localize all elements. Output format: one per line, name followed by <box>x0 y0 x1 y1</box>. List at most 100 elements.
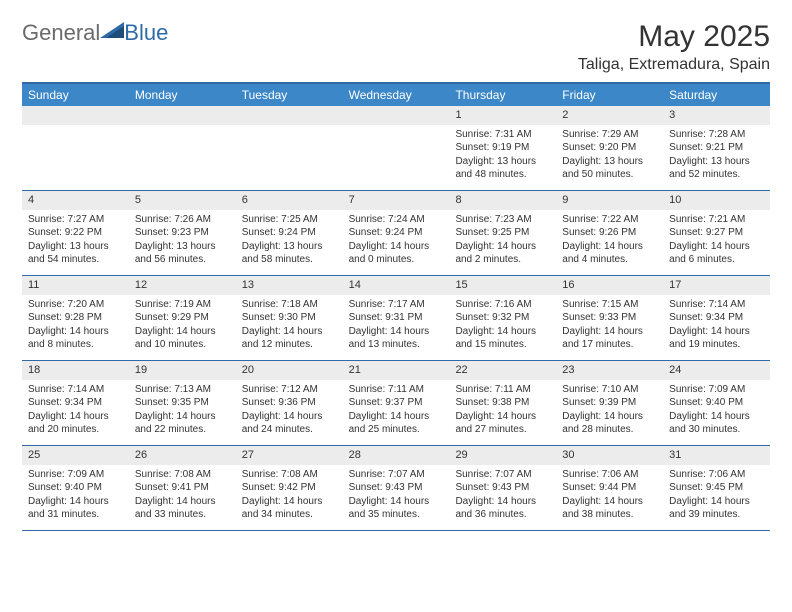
day-dl2: and 0 minutes. <box>349 253 444 267</box>
dow-friday: Friday <box>556 84 663 106</box>
day-number: 25 <box>22 446 129 465</box>
day-ss: Sunset: 9:41 PM <box>135 481 230 495</box>
day-number: 19 <box>129 361 236 380</box>
day-dl1: Daylight: 14 hours <box>669 495 764 509</box>
day-dl2: and 34 minutes. <box>242 508 337 522</box>
day-dl1: Daylight: 14 hours <box>28 495 123 509</box>
day-cell <box>236 106 343 190</box>
day-number: 9 <box>556 191 663 210</box>
day-body: Sunrise: 7:10 AMSunset: 9:39 PMDaylight:… <box>556 380 663 441</box>
day-ss: Sunset: 9:38 PM <box>455 396 550 410</box>
day-ss: Sunset: 9:22 PM <box>28 226 123 240</box>
day-dl1: Daylight: 14 hours <box>28 410 123 424</box>
day-number: 21 <box>343 361 450 380</box>
day-number: 2 <box>556 106 663 125</box>
day-sr: Sunrise: 7:12 AM <box>242 383 337 397</box>
day-number: 29 <box>449 446 556 465</box>
day-dl2: and 50 minutes. <box>562 168 657 182</box>
day-sr: Sunrise: 7:24 AM <box>349 213 444 227</box>
day-body: Sunrise: 7:24 AMSunset: 9:24 PMDaylight:… <box>343 210 450 271</box>
day-sr: Sunrise: 7:08 AM <box>242 468 337 482</box>
day-dl1: Daylight: 13 hours <box>135 240 230 254</box>
day-ss: Sunset: 9:26 PM <box>562 226 657 240</box>
day-body: Sunrise: 7:26 AMSunset: 9:23 PMDaylight:… <box>129 210 236 271</box>
day-number: 24 <box>663 361 770 380</box>
day-ss: Sunset: 9:23 PM <box>135 226 230 240</box>
day-cell: 29Sunrise: 7:07 AMSunset: 9:43 PMDayligh… <box>449 446 556 530</box>
day-sr: Sunrise: 7:26 AM <box>135 213 230 227</box>
title-block: May 2025 Taliga, Extremadura, Spain <box>578 20 770 80</box>
day-number: 18 <box>22 361 129 380</box>
day-sr: Sunrise: 7:28 AM <box>669 128 764 142</box>
day-number: 6 <box>236 191 343 210</box>
day-cell: 9Sunrise: 7:22 AMSunset: 9:26 PMDaylight… <box>556 191 663 275</box>
day-dl1: Daylight: 14 hours <box>242 495 337 509</box>
day-dl2: and 12 minutes. <box>242 338 337 352</box>
day-number: 31 <box>663 446 770 465</box>
day-cell: 30Sunrise: 7:06 AMSunset: 9:44 PMDayligh… <box>556 446 663 530</box>
day-ss: Sunset: 9:24 PM <box>242 226 337 240</box>
day-body: Sunrise: 7:11 AMSunset: 9:38 PMDaylight:… <box>449 380 556 441</box>
day-sr: Sunrise: 7:09 AM <box>669 383 764 397</box>
day-sr: Sunrise: 7:13 AM <box>135 383 230 397</box>
day-dl1: Daylight: 14 hours <box>135 410 230 424</box>
day-sr: Sunrise: 7:15 AM <box>562 298 657 312</box>
day-cell: 28Sunrise: 7:07 AMSunset: 9:43 PMDayligh… <box>343 446 450 530</box>
day-dl1: Daylight: 13 hours <box>28 240 123 254</box>
day-ss: Sunset: 9:34 PM <box>669 311 764 325</box>
day-cell: 21Sunrise: 7:11 AMSunset: 9:37 PMDayligh… <box>343 361 450 445</box>
day-dl2: and 17 minutes. <box>562 338 657 352</box>
day-sr: Sunrise: 7:09 AM <box>28 468 123 482</box>
day-sr: Sunrise: 7:08 AM <box>135 468 230 482</box>
day-cell: 16Sunrise: 7:15 AMSunset: 9:33 PMDayligh… <box>556 276 663 360</box>
day-ss: Sunset: 9:29 PM <box>135 311 230 325</box>
day-dl1: Daylight: 14 hours <box>135 495 230 509</box>
day-body: Sunrise: 7:09 AMSunset: 9:40 PMDaylight:… <box>22 465 129 526</box>
day-cell: 18Sunrise: 7:14 AMSunset: 9:34 PMDayligh… <box>22 361 129 445</box>
day-dl2: and 36 minutes. <box>455 508 550 522</box>
weeks-container: 1Sunrise: 7:31 AMSunset: 9:19 PMDaylight… <box>22 106 770 531</box>
day-dl2: and 10 minutes. <box>135 338 230 352</box>
day-dl2: and 19 minutes. <box>669 338 764 352</box>
day-cell: 14Sunrise: 7:17 AMSunset: 9:31 PMDayligh… <box>343 276 450 360</box>
page-title: May 2025 <box>578 20 770 54</box>
day-ss: Sunset: 9:21 PM <box>669 141 764 155</box>
day-number: 30 <box>556 446 663 465</box>
day-dl2: and 58 minutes. <box>242 253 337 267</box>
day-cell: 10Sunrise: 7:21 AMSunset: 9:27 PMDayligh… <box>663 191 770 275</box>
day-ss: Sunset: 9:40 PM <box>28 481 123 495</box>
day-cell: 17Sunrise: 7:14 AMSunset: 9:34 PMDayligh… <box>663 276 770 360</box>
day-dl1: Daylight: 14 hours <box>349 410 444 424</box>
day-dl2: and 4 minutes. <box>562 253 657 267</box>
day-body: Sunrise: 7:08 AMSunset: 9:41 PMDaylight:… <box>129 465 236 526</box>
day-cell: 8Sunrise: 7:23 AMSunset: 9:25 PMDaylight… <box>449 191 556 275</box>
day-ss: Sunset: 9:37 PM <box>349 396 444 410</box>
day-ss: Sunset: 9:35 PM <box>135 396 230 410</box>
day-dl1: Daylight: 13 hours <box>669 155 764 169</box>
header: General Blue May 2025 Taliga, Extremadur… <box>22 20 770 80</box>
day-number: 5 <box>129 191 236 210</box>
day-body: Sunrise: 7:19 AMSunset: 9:29 PMDaylight:… <box>129 295 236 356</box>
day-sr: Sunrise: 7:18 AM <box>242 298 337 312</box>
day-sr: Sunrise: 7:17 AM <box>349 298 444 312</box>
day-ss: Sunset: 9:34 PM <box>28 396 123 410</box>
day-cell <box>129 106 236 190</box>
logo-triangle-icon <box>100 20 126 46</box>
day-body: Sunrise: 7:27 AMSunset: 9:22 PMDaylight:… <box>22 210 129 271</box>
day-body: Sunrise: 7:12 AMSunset: 9:36 PMDaylight:… <box>236 380 343 441</box>
week-row: 4Sunrise: 7:27 AMSunset: 9:22 PMDaylight… <box>22 191 770 276</box>
day-dl2: and 24 minutes. <box>242 423 337 437</box>
day-dl1: Daylight: 13 hours <box>242 240 337 254</box>
day-dl1: Daylight: 14 hours <box>562 495 657 509</box>
day-body: Sunrise: 7:06 AMSunset: 9:45 PMDaylight:… <box>663 465 770 526</box>
day-sr: Sunrise: 7:16 AM <box>455 298 550 312</box>
day-cell: 7Sunrise: 7:24 AMSunset: 9:24 PMDaylight… <box>343 191 450 275</box>
day-number: 3 <box>663 106 770 125</box>
day-body: Sunrise: 7:07 AMSunset: 9:43 PMDaylight:… <box>343 465 450 526</box>
day-number: 7 <box>343 191 450 210</box>
day-dl2: and 31 minutes. <box>28 508 123 522</box>
day-dl1: Daylight: 14 hours <box>562 410 657 424</box>
day-body: Sunrise: 7:09 AMSunset: 9:40 PMDaylight:… <box>663 380 770 441</box>
day-ss: Sunset: 9:33 PM <box>562 311 657 325</box>
day-body: Sunrise: 7:11 AMSunset: 9:37 PMDaylight:… <box>343 380 450 441</box>
